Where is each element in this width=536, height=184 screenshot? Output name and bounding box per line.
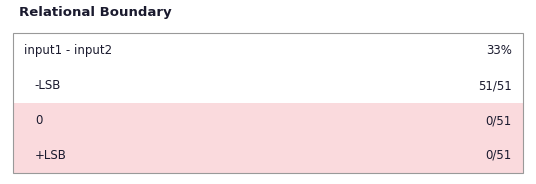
Text: 0/51: 0/51: [486, 114, 512, 127]
Text: 33%: 33%: [486, 44, 512, 57]
Text: 0/51: 0/51: [486, 149, 512, 162]
Text: -LSB: -LSB: [35, 79, 61, 92]
Text: 51/51: 51/51: [478, 79, 512, 92]
Text: Relational Boundary: Relational Boundary: [19, 6, 172, 19]
Text: input1 - input2: input1 - input2: [24, 44, 112, 57]
Text: +LSB: +LSB: [35, 149, 66, 162]
Text: 0: 0: [35, 114, 42, 127]
